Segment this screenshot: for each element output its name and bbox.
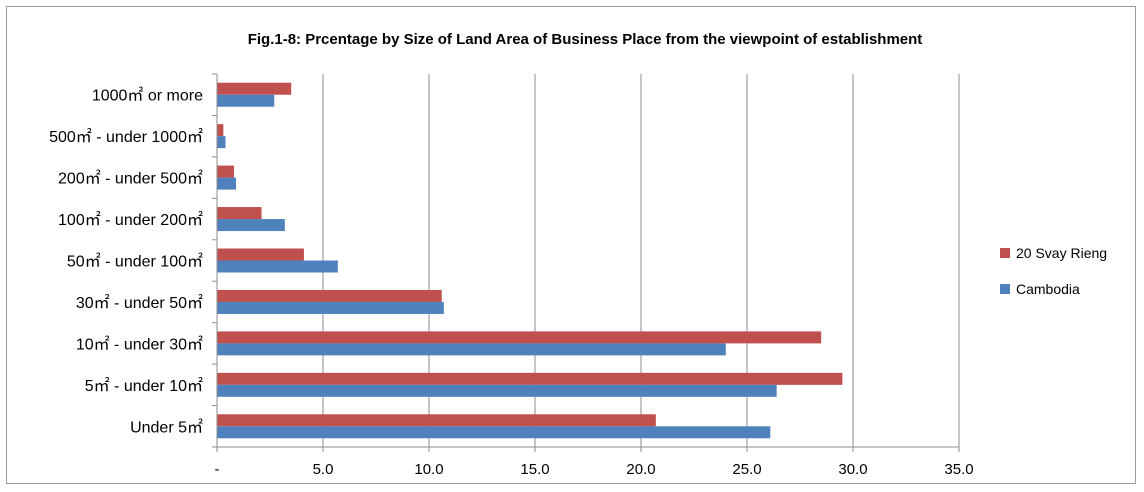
bar-svay-rieng: 20 Svay Rieng: 0.8 [217,165,234,178]
grid-lines [322,74,960,447]
category-label: 10㎡ - under 30㎡ [76,335,203,353]
legend: 20 Svay Rieng Cambodia [1000,245,1107,297]
bar-svay-rieng: 20 Svay Rieng: 20.7 [217,414,656,427]
chart-frame: Fig.1-8: Prcentage by Size of Land Area … [6,6,1136,484]
bar-cambodia: Cambodia: 10.7 [217,301,444,314]
x-tick-label: 25.0 [732,461,761,478]
category-label: 200㎡ - under 500㎡ [58,170,203,188]
x-tick-label: 15.0 [520,461,549,478]
x-tick-label: 5.0 [313,461,334,478]
category-label: 50㎡ - under 100㎡ [67,253,203,271]
bar-cambodia: Cambodia: 0.4 [217,136,226,149]
bars: 20 Svay Rieng: 3.5Cambodia: 2.7 20 Svay R… [217,82,843,439]
category-label: Under 5㎡ [130,418,203,436]
bar-cambodia: Cambodia: 26.4 [217,384,777,397]
x-tick-label: 20.0 [626,461,655,478]
bar-svay-rieng: 20 Svay Rieng: 4.1 [217,248,304,261]
category-label: 100㎡ - under 200㎡ [58,211,203,229]
bar-cambodia: Cambodia: 0.9 [217,177,237,190]
x-tick-label: 10.0 [414,461,443,478]
legend-swatch [1000,248,1010,258]
bar-svay-rieng: 20 Svay Rieng: 10.6 [217,289,442,302]
x-tick-label: - [215,461,220,478]
bar-svay-rieng: 20 Svay Rieng: 28.5 [217,331,822,344]
bar-svay-rieng: 20 Svay Rieng: 2.1 [217,207,262,220]
x-tick-labels: - 5.0 10.0 15.0 20.0 25.0 30.0 35.0 [215,461,974,478]
axes [212,73,960,452]
bar-cambodia: Cambodia: 2.7 [217,94,275,107]
legend-swatch [1000,284,1010,294]
bar-cambodia: Cambodia: 5.7 [217,260,338,273]
category-label: 30㎡ - under 50㎡ [76,294,203,312]
bar-cambodia: Cambodia: 3.2 [217,219,285,232]
x-tick-label: 35.0 [944,461,973,478]
x-tick-label: 30.0 [838,461,867,478]
chart-svg: Fig.1-8: Prcentage by Size of Land Area … [49,31,1107,478]
legend-label: Cambodia [1016,281,1080,297]
category-label: 5㎡ - under 10㎡ [85,377,203,395]
category-label: 1000㎡ or more [92,87,203,105]
bar-cambodia: Cambodia: 26.1 [217,426,771,439]
bar-svay-rieng: 20 Svay Rieng: 0.3 [217,124,224,137]
category-label: 500㎡ - under 1000㎡ [49,128,203,146]
category-labels: 1000㎡ or more 500㎡ - under 1000㎡ 200㎡ - un… [49,87,203,437]
bar-svay-rieng: 20 Svay Rieng: 3.5 [217,82,292,95]
legend-label: 20 Svay Rieng [1016,245,1107,261]
bar-cambodia: Cambodia: 24 [217,343,726,356]
chart-title: Fig.1-8: Prcentage by Size of Land Area … [248,31,923,48]
bar-svay-rieng: 20 Svay Rieng: 29.5 [217,372,843,385]
